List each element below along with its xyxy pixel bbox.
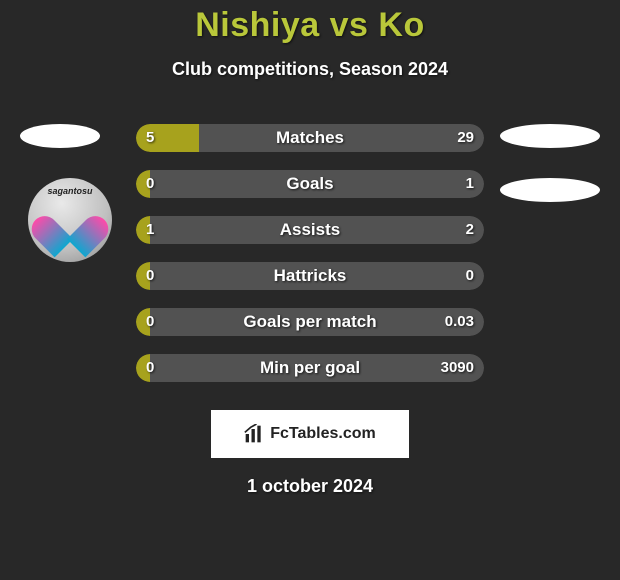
stat-row: 0 Min per goal 3090 bbox=[136, 354, 484, 382]
stat-value-right: 2 bbox=[466, 216, 474, 244]
stat-value-right: 1 bbox=[466, 170, 474, 198]
player-photo-slot bbox=[500, 178, 600, 202]
stats-panel: 5 Matches 29 0 Goals 1 1 Assists 2 0 Hat… bbox=[136, 124, 484, 400]
stat-value-right: 0 bbox=[466, 262, 474, 290]
stat-row: 0 Hattricks 0 bbox=[136, 262, 484, 290]
stat-label: Assists bbox=[136, 216, 484, 244]
page-root: Nishiya vs Ko Club competitions, Season … bbox=[0, 0, 620, 580]
stat-label: Goals bbox=[136, 170, 484, 198]
heart-icon bbox=[47, 199, 93, 241]
stat-label: Goals per match bbox=[136, 308, 484, 336]
stat-label: Min per goal bbox=[136, 354, 484, 382]
stat-row: 0 Goals per match 0.03 bbox=[136, 308, 484, 336]
footer-date: 1 october 2024 bbox=[0, 476, 620, 497]
player-photo-slot bbox=[500, 124, 600, 148]
bar-chart-icon bbox=[244, 424, 264, 444]
stat-row: 1 Assists 2 bbox=[136, 216, 484, 244]
club-crest-label: sagantosu bbox=[28, 186, 112, 196]
stat-row: 0 Goals 1 bbox=[136, 170, 484, 198]
stat-label: Hattricks bbox=[136, 262, 484, 290]
stat-value-right: 29 bbox=[457, 124, 474, 152]
page-subtitle: Club competitions, Season 2024 bbox=[0, 59, 620, 80]
stat-value-right: 0.03 bbox=[445, 308, 474, 336]
stat-value-right: 3090 bbox=[441, 354, 474, 382]
stat-label: Matches bbox=[136, 124, 484, 152]
club-crest: sagantosu bbox=[28, 178, 112, 262]
brand-badge: FcTables.com bbox=[211, 410, 409, 458]
player-photo-slot bbox=[20, 124, 100, 148]
brand-label: FcTables.com bbox=[270, 425, 376, 443]
stat-row: 5 Matches 29 bbox=[136, 124, 484, 152]
page-title: Nishiya vs Ko bbox=[0, 0, 620, 45]
